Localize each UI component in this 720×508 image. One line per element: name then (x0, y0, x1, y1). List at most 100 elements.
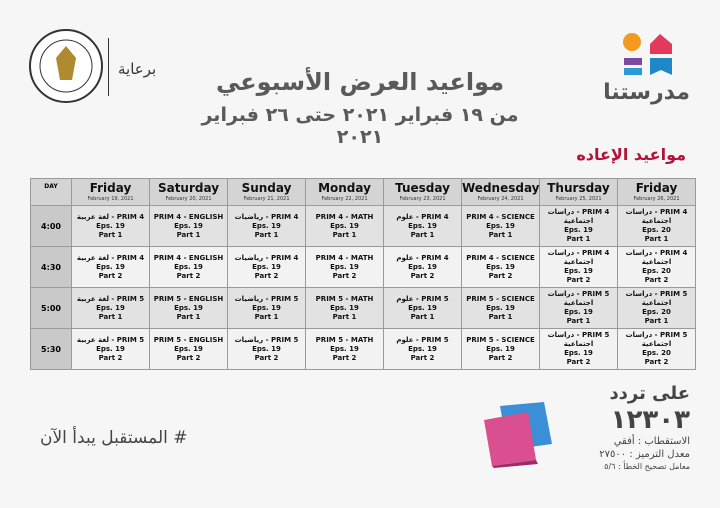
day-date: February 22, 2021 (321, 196, 368, 202)
program-line: PRIM 4 - MATH (315, 212, 374, 221)
program-cell: PRIM 4 - MATH Eps. 19 Part 2 (306, 247, 383, 287)
program-cell: PRIM 4 - SCIENCE Eps. 19 Part 2 (462, 247, 539, 287)
program-line: Eps. 20 (642, 308, 671, 316)
program-cell: PRIM 5 - دراسات اجتماعية Eps. 19 Part 2 (540, 329, 617, 369)
program-cell: PRIM 4 - دراسات اجتماعية Eps. 20 Part 2 (618, 247, 695, 287)
program-line: Eps. 20 (642, 226, 671, 234)
program-line: PRIM 4 - ENGLISH (153, 212, 224, 221)
day-name: Tuesday (395, 181, 450, 195)
frequency-info: على تردد ١٢٣٠٣ الاستقطاب : أفقي معدل الت… (599, 383, 690, 472)
day-date: February 19, 2021 (87, 196, 134, 202)
column-header: Wednesday February 24, 2021 (462, 179, 540, 205)
program-line: Part 2 (488, 353, 513, 362)
program-line: PRIM 4 - دراسات (547, 208, 610, 216)
program-line: PRIM 5 - دراسات (625, 331, 688, 339)
ministry-logo (29, 29, 103, 103)
column-header: Friday February 19, 2021 (72, 179, 149, 205)
program-line: Part 2 (98, 271, 123, 280)
program-cell: PRIM 5 - رياضيات Eps. 19 Part 2 (228, 329, 305, 369)
divider (108, 38, 109, 96)
program-line: PRIM 5 - SCIENCE (466, 335, 535, 344)
program-line: PRIM 4 - دراسات (547, 249, 610, 257)
program-cell: PRIM 5 - MATH Eps. 19 Part 2 (306, 329, 383, 369)
program-line: PRIM 4 - SCIENCE (466, 253, 535, 262)
program-line: PRIM 4 - لغة عربية (76, 253, 145, 262)
program-line: Part 1 (644, 317, 669, 325)
frequency: ١٢٣٠٣ (610, 405, 690, 435)
program-line: Eps. 19 (96, 262, 125, 271)
day-date: February 26, 2021 (633, 196, 680, 202)
program-cell: PRIM 5 - MATH Eps. 19 Part 1 (306, 288, 383, 328)
brand-logo (623, 33, 672, 75)
program-line: PRIM 4 - SCIENCE (466, 212, 535, 221)
program-line: Eps. 19 (252, 303, 281, 312)
program-cell: PRIM 5 - SCIENCE Eps. 19 Part 1 (462, 288, 539, 328)
program-line: اجتماعية (641, 299, 672, 307)
program-line: Part 2 (332, 271, 357, 280)
program-cell: PRIM 4 - دراسات اجتماعية Eps. 19 Part 1 (540, 206, 617, 246)
program-line: PRIM 4 - علوم (396, 212, 449, 221)
program-cell: PRIM 4 - MATH Eps. 19 Part 1 (306, 206, 383, 246)
program-line: Part 1 (488, 230, 513, 239)
program-line: Part 1 (332, 312, 357, 321)
program-line: PRIM 4 - ENGLISH (153, 253, 224, 262)
program-cell: PRIM 5 - علوم Eps. 19 Part 2 (384, 329, 461, 369)
program-line: Eps. 19 (96, 303, 125, 312)
program-line: Eps. 19 (486, 262, 515, 271)
program-line: Part 2 (566, 358, 591, 366)
brand: مدرستنا (603, 80, 690, 105)
program-line: Eps. 19 (330, 303, 359, 312)
program-line: PRIM 5 - علوم (396, 335, 449, 344)
program-line: Eps. 19 (408, 344, 437, 353)
program-line: Part 2 (176, 271, 201, 280)
program-line: PRIM 5 - رياضيات (234, 335, 299, 344)
program-line: Eps. 19 (174, 221, 203, 230)
column-header: Sunday February 21, 2021 (228, 179, 305, 205)
day-date: February 20, 2021 (165, 196, 212, 202)
program-cell: PRIM 4 - علوم Eps. 19 Part 2 (384, 247, 461, 287)
program-line: PRIM 5 - دراسات (547, 331, 610, 339)
fec: معامل تصحيح الخطأ : ٥/٦ (604, 462, 690, 471)
column-header: Thursday February 25, 2021 (540, 179, 617, 205)
program-line: PRIM 4 - دراسات (625, 208, 688, 216)
program-line: Part 2 (254, 271, 279, 280)
program-line: PRIM 5 - علوم (396, 294, 449, 303)
day-date: February 25, 2021 (555, 196, 602, 202)
program-line: Part 1 (410, 312, 435, 321)
column-header: Saturday February 20, 2021 (150, 179, 227, 205)
day-name: Sunday (241, 181, 292, 195)
time-slot: 4:00 (31, 206, 71, 246)
program-line: PRIM 4 - MATH (315, 253, 374, 262)
program-line: Eps. 19 (564, 226, 593, 234)
program-line: Eps. 19 (330, 344, 359, 353)
program-line: PRIM 5 - ENGLISH (153, 294, 224, 303)
hashtag: # المستقبل يبدأ الآن (40, 428, 188, 448)
program-line: PRIM 5 - رياضيات (234, 294, 299, 303)
program-line: Part 2 (488, 271, 513, 280)
program-cell: PRIM 5 - علوم Eps. 19 Part 1 (384, 288, 461, 328)
frequency-label: على تردد (609, 383, 690, 404)
program-line: Part 2 (98, 353, 123, 362)
day-date: February 23, 2021 (399, 196, 446, 202)
program-line: Eps. 19 (408, 262, 437, 271)
program-line: Part 1 (644, 235, 669, 243)
program-line: Part 1 (566, 317, 591, 325)
program-line: Eps. 19 (252, 262, 281, 271)
program-line: PRIM 5 - دراسات (547, 290, 610, 298)
program-line: Eps. 19 (96, 344, 125, 353)
program-line: Part 1 (410, 230, 435, 239)
program-line: Eps. 19 (330, 221, 359, 230)
program-line: Eps. 19 (564, 349, 593, 357)
program-cell: PRIM 5 - دراسات اجتماعية Eps. 20 Part 2 (618, 329, 695, 369)
program-line: PRIM 4 - دراسات (625, 249, 688, 257)
program-cell: PRIM 4 - علوم Eps. 19 Part 1 (384, 206, 461, 246)
book-illustration (484, 402, 552, 468)
program-line: PRIM 5 - SCIENCE (466, 294, 535, 303)
program-cell: PRIM 4 - رياضيات Eps. 19 Part 2 (228, 247, 305, 287)
program-line: Part 1 (566, 235, 591, 243)
program-line: اجتماعية (641, 258, 672, 266)
program-line: Part 1 (176, 312, 201, 321)
program-line: PRIM 5 - ENGLISH (153, 335, 224, 344)
program-line: Eps. 19 (486, 303, 515, 312)
